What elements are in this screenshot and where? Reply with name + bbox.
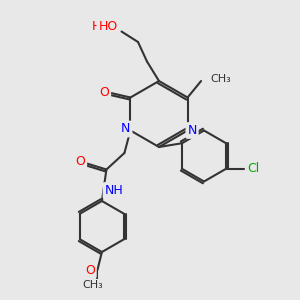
Text: N: N: [121, 122, 130, 136]
Text: HO: HO: [92, 20, 111, 34]
Text: O: O: [99, 86, 109, 100]
Text: N: N: [188, 124, 197, 137]
Text: NH: NH: [104, 184, 123, 197]
Text: O: O: [85, 263, 95, 277]
Text: HO: HO: [98, 20, 118, 34]
Text: O: O: [85, 263, 95, 277]
Text: N: N: [188, 124, 197, 137]
Text: O: O: [75, 155, 85, 169]
Text: O: O: [76, 155, 86, 169]
Text: CH₃: CH₃: [210, 74, 231, 85]
Text: Cl: Cl: [247, 162, 259, 175]
Text: NH: NH: [104, 184, 123, 197]
Text: O: O: [100, 86, 110, 100]
Text: CH₃: CH₃: [82, 280, 103, 290]
Text: N: N: [121, 122, 130, 136]
Text: CH₃: CH₃: [210, 74, 231, 85]
Text: Cl: Cl: [247, 162, 259, 175]
